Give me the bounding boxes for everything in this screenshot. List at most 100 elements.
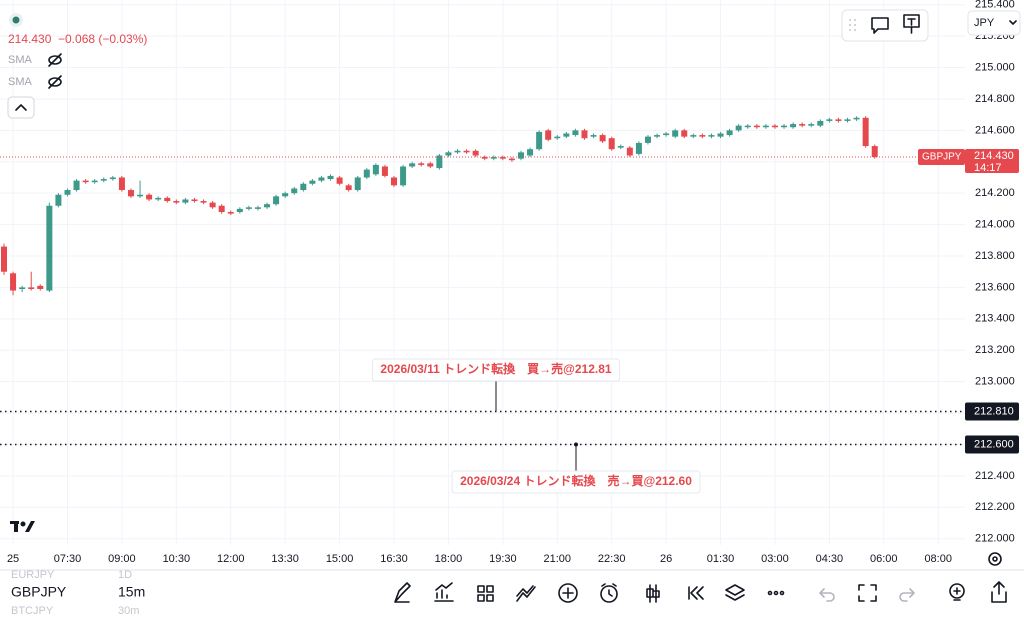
candle-body xyxy=(309,180,316,184)
collapse-button[interactable] xyxy=(7,96,35,119)
status-dot xyxy=(12,16,20,24)
candle-body xyxy=(572,130,579,136)
candle-body xyxy=(391,177,398,186)
candle-body xyxy=(418,163,425,165)
y-tick-label: 213.000 xyxy=(975,376,1015,388)
candle-body xyxy=(499,157,506,159)
candle-body xyxy=(73,180,80,191)
x-tick-label: 16:30 xyxy=(380,553,408,565)
idea-tool[interactable] xyxy=(949,583,965,599)
toolbar xyxy=(394,581,1007,603)
hide-icon[interactable] xyxy=(48,53,62,67)
watch-symbol[interactable]: EURJPY xyxy=(11,569,55,581)
candle-body xyxy=(427,163,434,167)
add-tool[interactable] xyxy=(558,583,578,603)
replay-tool[interactable] xyxy=(688,586,704,600)
indicators-tool[interactable] xyxy=(434,582,454,602)
x-tick-label: 03:00 xyxy=(761,553,789,565)
currency-select[interactable] xyxy=(967,10,1021,36)
indicator[interactable]: SMA xyxy=(8,54,33,66)
fullscreen[interactable] xyxy=(858,584,877,602)
candle-body xyxy=(100,179,107,181)
price-tag-label: 214.430 xyxy=(974,150,1014,162)
candle-body xyxy=(400,166,407,186)
redo[interactable] xyxy=(899,588,915,602)
y-tick-label: 212.000 xyxy=(975,533,1015,545)
candle-body xyxy=(336,177,343,184)
drag-handle[interactable] xyxy=(849,19,856,31)
candle-body xyxy=(436,155,443,169)
x-tick-label: 19:30 xyxy=(489,553,517,565)
candle-body xyxy=(1,246,7,272)
candle-body xyxy=(835,119,842,121)
candle-body xyxy=(717,133,724,137)
candle-body xyxy=(363,169,370,178)
watch-interval[interactable]: 1D xyxy=(118,569,132,581)
candle-body xyxy=(862,117,869,147)
watch-symbol[interactable]: GBPJPY xyxy=(11,584,67,600)
candle-body xyxy=(663,133,670,136)
candle-body xyxy=(173,201,180,203)
undo[interactable] xyxy=(819,588,835,602)
candle-body xyxy=(681,130,688,137)
note-box[interactable] xyxy=(371,358,621,382)
candle-body xyxy=(563,133,570,137)
watch-symbol[interactable]: BTCJPY xyxy=(11,605,54,617)
candle-body xyxy=(481,157,488,159)
y-tick-label: 214.800 xyxy=(975,93,1015,105)
y-tick-label: 213.800 xyxy=(975,250,1015,262)
candle-body xyxy=(218,205,225,213)
candle-body xyxy=(635,142,642,154)
candle-body xyxy=(327,175,334,180)
x-tick-label: 01:30 xyxy=(707,553,735,565)
countdown: 14:17 xyxy=(974,162,1002,174)
x-tick-label: 25 xyxy=(7,553,19,565)
layers-tool[interactable] xyxy=(725,584,745,601)
x-tick-label: 18:00 xyxy=(435,553,463,565)
candle-body xyxy=(155,197,162,200)
candle-body xyxy=(654,135,661,137)
y-tick-label: 214.600 xyxy=(975,124,1015,136)
floating-toolbar xyxy=(841,9,929,42)
text-icon[interactable] xyxy=(903,14,920,34)
chart-type-tool[interactable] xyxy=(646,584,660,603)
candle-body xyxy=(781,125,788,128)
candle-body xyxy=(817,120,824,126)
draw-tool[interactable] xyxy=(394,582,411,603)
candle-body xyxy=(726,130,733,136)
candle-body xyxy=(409,163,416,167)
candle-body xyxy=(826,119,833,121)
candle-body xyxy=(46,205,53,291)
note-box[interactable] xyxy=(451,470,701,494)
settings-icon[interactable] xyxy=(988,552,1002,566)
candle-body xyxy=(490,157,497,159)
share[interactable] xyxy=(991,581,1007,603)
candle-body xyxy=(790,124,797,128)
candle-body xyxy=(699,135,706,137)
candle-body xyxy=(236,208,243,213)
compare-tool[interactable] xyxy=(516,585,536,602)
watch-interval[interactable]: 30m xyxy=(118,605,139,617)
candle-body xyxy=(182,199,189,203)
indicator[interactable]: SMA xyxy=(8,76,33,88)
candle-body xyxy=(109,177,116,180)
candle-body xyxy=(245,207,252,209)
collapse-icon xyxy=(15,104,27,111)
dropdown-caret xyxy=(1009,20,1017,25)
comment-icon[interactable] xyxy=(871,17,889,34)
symbol-tag xyxy=(918,149,965,166)
x-tick-label: 21:00 xyxy=(544,553,572,565)
candle-body xyxy=(164,197,171,202)
price-change: −0.068 (−0.03%) xyxy=(58,32,147,46)
candle-body xyxy=(708,135,715,137)
candle-body xyxy=(19,287,26,289)
layout-tool[interactable] xyxy=(477,585,494,602)
watch-interval[interactable]: 15m xyxy=(118,584,145,600)
alert-tool[interactable] xyxy=(600,585,618,603)
hide-icon[interactable] xyxy=(48,75,62,89)
candle-body xyxy=(209,202,216,208)
candle-body xyxy=(64,190,71,195)
currency: JPY xyxy=(974,17,995,29)
